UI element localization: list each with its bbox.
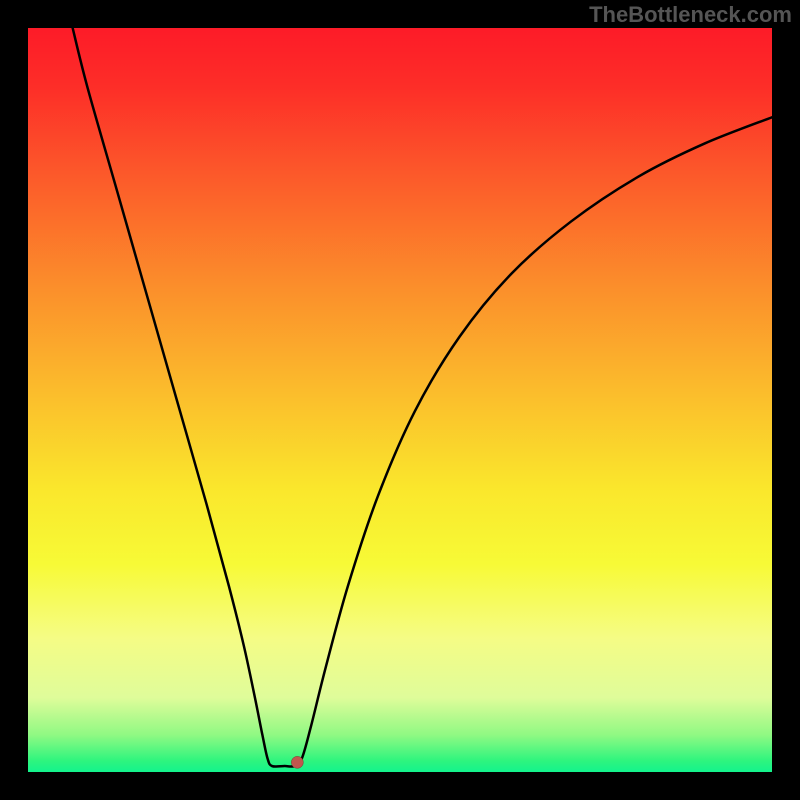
curve-path bbox=[73, 28, 772, 767]
bottleneck-curve bbox=[28, 28, 772, 772]
watermark-text: TheBottleneck.com bbox=[589, 2, 792, 28]
plot-frame bbox=[28, 28, 772, 772]
optimal-point-marker bbox=[291, 756, 303, 768]
chart-container: TheBottleneck.com bbox=[0, 0, 800, 800]
